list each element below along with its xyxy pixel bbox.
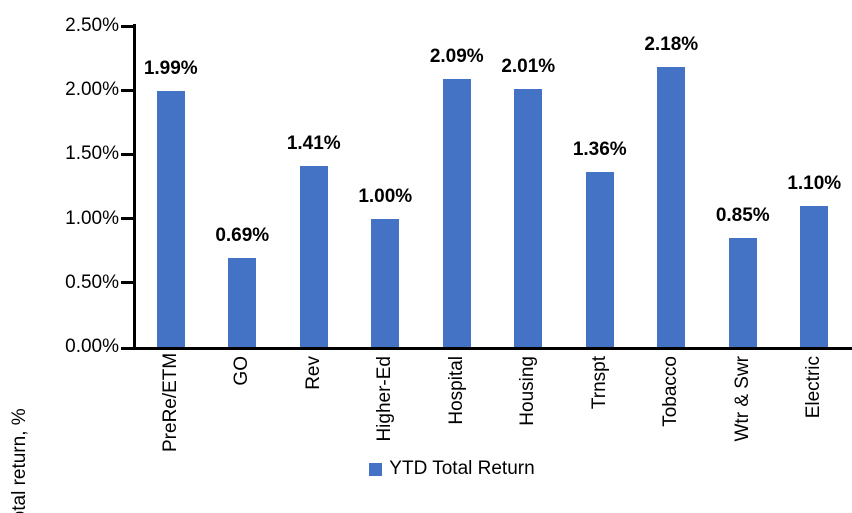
bar-trnspt bbox=[585, 172, 614, 347]
y-tick-label: 0.50% bbox=[65, 271, 119, 293]
bar-value-label: 2.18% bbox=[644, 34, 699, 56]
legend-swatch bbox=[369, 462, 383, 476]
bar-tobacco bbox=[657, 67, 686, 347]
x-axis-label: Wtr & Swr bbox=[731, 356, 753, 442]
legend: YTD Total Return bbox=[52, 458, 852, 480]
bar-value-label: 1.99% bbox=[143, 58, 198, 80]
bar-electric bbox=[800, 205, 829, 347]
y-tick-label: 0.00% bbox=[65, 336, 119, 357]
x-axis-label: Housing bbox=[517, 356, 539, 426]
bar-value-label: 0.85% bbox=[715, 204, 770, 226]
bar-hospital bbox=[442, 78, 471, 347]
x-axis-label: Hospital bbox=[445, 356, 467, 425]
x-axis-label: Electric bbox=[803, 356, 825, 419]
y-tick-label: 1.00% bbox=[65, 207, 119, 229]
bar-higher-ed bbox=[371, 218, 400, 347]
y-tick-mark bbox=[121, 281, 133, 285]
y-axis-title: Year to date total return, % bbox=[8, 350, 32, 513]
bar-go bbox=[228, 258, 257, 347]
x-axis-label: Tobacco bbox=[660, 356, 682, 427]
bar-value-label: 2.09% bbox=[429, 45, 484, 67]
bar-value-label: 1.10% bbox=[787, 172, 842, 194]
y-tick-label: 1.50% bbox=[65, 143, 119, 165]
x-axis-label: Trnspt bbox=[588, 356, 610, 410]
x-axis-line bbox=[121, 347, 852, 350]
bar-wtr-swr bbox=[728, 237, 757, 347]
y-tick-label: 2.00% bbox=[65, 79, 119, 101]
bar-rev bbox=[299, 165, 328, 347]
y-tick-mark bbox=[121, 152, 133, 156]
bar-value-label: 0.69% bbox=[215, 225, 270, 247]
bar-value-label: 2.01% bbox=[501, 55, 556, 77]
bar-prere-etm bbox=[156, 91, 185, 347]
x-axis-label: GO bbox=[231, 356, 253, 386]
legend-label: YTD Total Return bbox=[389, 458, 535, 479]
y-tick-mark bbox=[121, 217, 133, 221]
x-axis-label: Rev bbox=[302, 356, 324, 390]
y-tick-mark bbox=[121, 24, 133, 28]
bar-value-label: 1.36% bbox=[572, 139, 627, 161]
y-axis-line bbox=[133, 24, 136, 350]
x-axis-label: PreRe/ETM bbox=[159, 352, 181, 452]
y-tick-label: 2.50% bbox=[65, 15, 119, 36]
bar-value-label: 1.00% bbox=[358, 185, 413, 207]
x-axis-label: Higher-Ed bbox=[374, 356, 396, 442]
y-tick-mark bbox=[121, 88, 133, 92]
bar-value-label: 1.41% bbox=[286, 132, 341, 154]
bar-housing bbox=[514, 88, 543, 347]
